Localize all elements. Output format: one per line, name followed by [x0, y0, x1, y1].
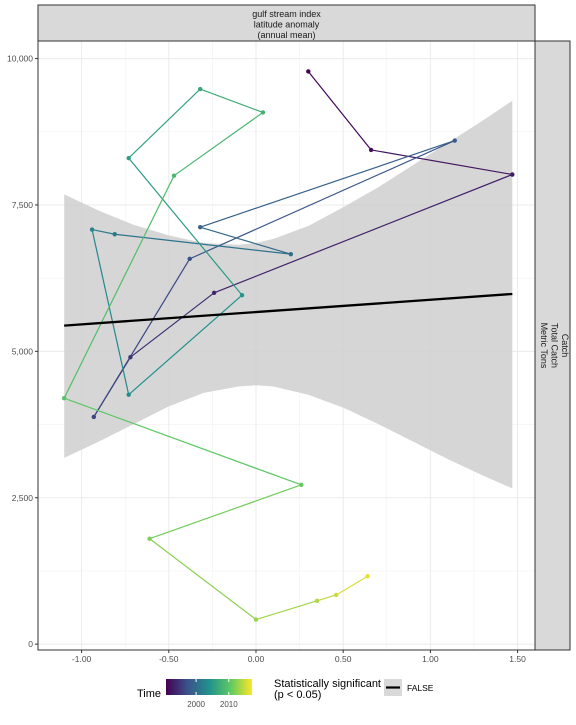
x-tick-label: 0.50: [335, 654, 352, 664]
facet-right-label: Total Catch: [550, 323, 560, 368]
data-point: [453, 138, 457, 142]
facet-top-label: (annual mean): [257, 30, 315, 40]
legend-colorbar: [166, 679, 252, 695]
data-point: [198, 225, 202, 229]
data-point: [62, 396, 66, 400]
legend-sig-title: (p < 0.05): [274, 689, 321, 701]
x-tick-label: 0.00: [248, 654, 265, 664]
legend-sig-label: FALSE: [407, 683, 434, 693]
x-tick-label: 1.50: [509, 654, 526, 664]
facet-right-label: Metric Tons: [539, 323, 549, 369]
legend-time-title: Time: [137, 688, 161, 700]
y-tick-label: 10,000: [7, 54, 33, 64]
data-point: [128, 355, 132, 359]
data-point: [126, 156, 130, 160]
y-tick-label: 2,500: [12, 493, 34, 503]
data-point: [90, 227, 94, 231]
y-tick-label: 0: [28, 639, 33, 649]
data-point: [188, 257, 192, 261]
data-point: [315, 599, 319, 603]
facet-top-label: latitude anomaly: [254, 20, 320, 30]
x-tick-label: -0.50: [159, 654, 179, 664]
data-point: [147, 537, 151, 541]
data-point: [92, 415, 96, 419]
data-point: [289, 252, 293, 256]
data-point: [365, 574, 369, 578]
x-tick-label: -1.00: [72, 654, 92, 664]
facet-right-label: Catch: [560, 334, 570, 358]
data-point: [126, 392, 130, 396]
x-tick-label: 1.00: [422, 654, 439, 664]
data-point: [172, 173, 176, 177]
y-tick-label: 5,000: [12, 346, 34, 356]
colorbar-tick-label: 2010: [220, 700, 238, 709]
data-point: [369, 148, 373, 152]
data-point: [198, 87, 202, 91]
data-point: [113, 232, 117, 236]
colorbar-tick-label: 2000: [187, 700, 205, 709]
data-point: [240, 293, 244, 297]
data-point: [254, 617, 258, 621]
data-point: [510, 172, 514, 176]
data-point: [306, 69, 310, 73]
data-point: [261, 110, 265, 114]
data-point: [299, 483, 303, 487]
facet-top-label: gulf stream index: [252, 9, 321, 19]
y-tick-label: 7,500: [12, 200, 34, 210]
data-point: [212, 291, 216, 295]
data-point: [334, 593, 338, 597]
